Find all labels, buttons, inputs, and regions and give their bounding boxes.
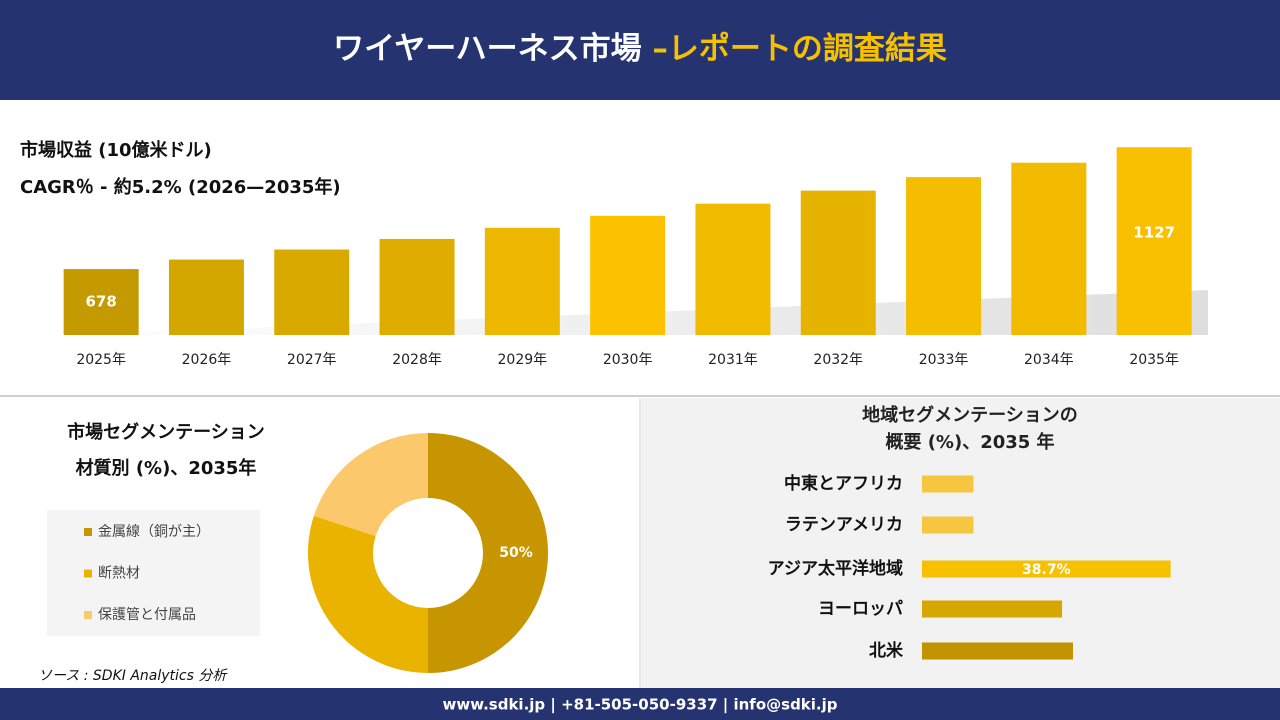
chart-subtitle: CAGR％ - 約5.2% (2026—2035年): [20, 176, 341, 198]
bar: [1116, 147, 1192, 335]
bar: [63, 269, 139, 335]
bar: [695, 203, 771, 335]
x-tick-label: 2034年: [1024, 352, 1074, 368]
source: ソース : SDKI Analytics 分析: [38, 668, 228, 684]
legend-label: 保護管と付属品: [98, 607, 196, 623]
bar: [1011, 162, 1087, 335]
legend-label: 断熱材: [98, 566, 140, 582]
y-tick-label: アジア太平洋地域: [768, 558, 903, 579]
legend-box: [47, 510, 260, 636]
chart-title: 市場収益 (10億米ドル): [20, 139, 212, 161]
x-tick-label: 2026年: [182, 352, 232, 368]
legend-swatch: [84, 569, 92, 578]
bar: [590, 215, 666, 335]
bar: [484, 227, 560, 335]
title-highlight: –レポートの調査結果: [652, 31, 947, 67]
x-tick-label: 2031年: [708, 352, 758, 368]
bar: [906, 177, 982, 335]
hbar-title: 概要 (%)、2035 年: [885, 431, 1054, 453]
data-label: 50%: [499, 545, 533, 561]
donut-slice: [313, 433, 428, 537]
region-panel: [641, 398, 1280, 688]
x-tick-label: 2032年: [813, 352, 863, 368]
data-label: 38.7%: [1022, 562, 1071, 578]
x-tick-label: 2035年: [1129, 352, 1179, 368]
footer: www.sdki.jp | +81-505-050-9337 | info@sd…: [442, 696, 837, 715]
bar: [168, 259, 244, 335]
bar: [379, 238, 455, 335]
x-tick-label: 2025年: [76, 352, 126, 368]
legend-swatch: [84, 528, 92, 536]
bar: [922, 642, 1073, 660]
legend-swatch: [84, 611, 92, 619]
donut-title: 材質別 (%)、2035年: [76, 457, 257, 479]
footer-band: [0, 688, 1280, 720]
data-label: 678: [85, 293, 116, 311]
donut-title: 市場セグメンテーション: [67, 421, 265, 443]
donut-slice: [308, 515, 428, 673]
bar: [274, 249, 350, 335]
legend-label: 金属線（銅が主）: [98, 524, 210, 540]
y-tick-label: 北米: [869, 640, 904, 661]
bar: [922, 516, 974, 534]
title-main: ワイヤーハーネス市場: [333, 31, 652, 67]
bar: [922, 560, 1171, 578]
x-tick-label: 2028年: [392, 352, 442, 368]
x-tick-label: 2027年: [287, 352, 337, 368]
header-band: [0, 0, 1280, 100]
x-tick-label: 2029年: [498, 352, 548, 368]
bar: [800, 190, 876, 335]
bar: [922, 475, 974, 493]
y-tick-label: ラテンアメリカ: [785, 515, 903, 535]
header-title: ワイヤーハーネス市場 –レポートの調査結果: [333, 31, 947, 67]
x-tick-label: 2030年: [603, 352, 653, 368]
y-tick-label: ヨーロッパ: [818, 599, 903, 619]
x-tick-label: 2033年: [919, 352, 969, 368]
data-label: 1127: [1133, 224, 1175, 242]
hbar-title: 地域セグメンテーションの: [862, 404, 1078, 426]
y-tick-label: 中東とアフリカ: [784, 473, 903, 494]
bar: [922, 600, 1063, 618]
donut-slice: [428, 433, 548, 673]
